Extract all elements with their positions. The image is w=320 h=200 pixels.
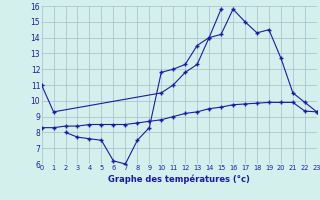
X-axis label: Graphe des températures (°c): Graphe des températures (°c) (108, 174, 250, 184)
